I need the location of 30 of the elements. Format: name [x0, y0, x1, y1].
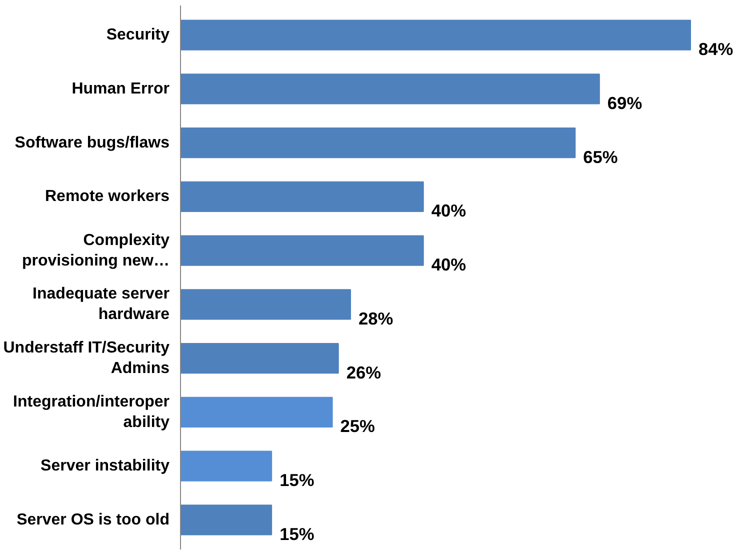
- bar: [180, 235, 424, 266]
- y-tick-label: Security: [106, 26, 170, 44]
- data-label: 84%: [698, 39, 734, 60]
- data-label: 65%: [583, 146, 618, 167]
- bar: [180, 20, 691, 50]
- y-tick-label: Server instability: [40, 458, 170, 475]
- bar: [180, 181, 424, 212]
- data-label: 28%: [358, 308, 394, 328]
- data-label: 40%: [431, 254, 466, 275]
- data-label: 25%: [340, 416, 375, 436]
- y-tick-label: Human Error: [72, 80, 170, 98]
- bar: [180, 504, 272, 536]
- y-tick-label: Server OS is too old: [16, 511, 170, 528]
- data-label: 40%: [431, 200, 466, 221]
- bar: [180, 342, 339, 374]
- data-label: 26%: [346, 362, 382, 382]
- data-label: 69%: [607, 92, 642, 113]
- data-label: 15%: [280, 470, 314, 490]
- y-tick-label: Software bugs/flaws: [14, 134, 170, 152]
- bar: [180, 396, 333, 428]
- y-tick-label: Inadequate server hardware: [32, 286, 170, 324]
- bar: [180, 74, 600, 104]
- bar: [180, 128, 576, 158]
- data-label: 15%: [280, 524, 314, 544]
- y-tick-label: Complexity provisioning new…: [22, 232, 170, 270]
- bar: [180, 450, 272, 482]
- y-tick-label: Remote workers: [45, 188, 170, 206]
- bar: [180, 289, 351, 320]
- y-tick-label: Understaff IT/Security Admins: [3, 340, 170, 377]
- y-tick-label: Integration/interoper ability: [13, 393, 170, 431]
